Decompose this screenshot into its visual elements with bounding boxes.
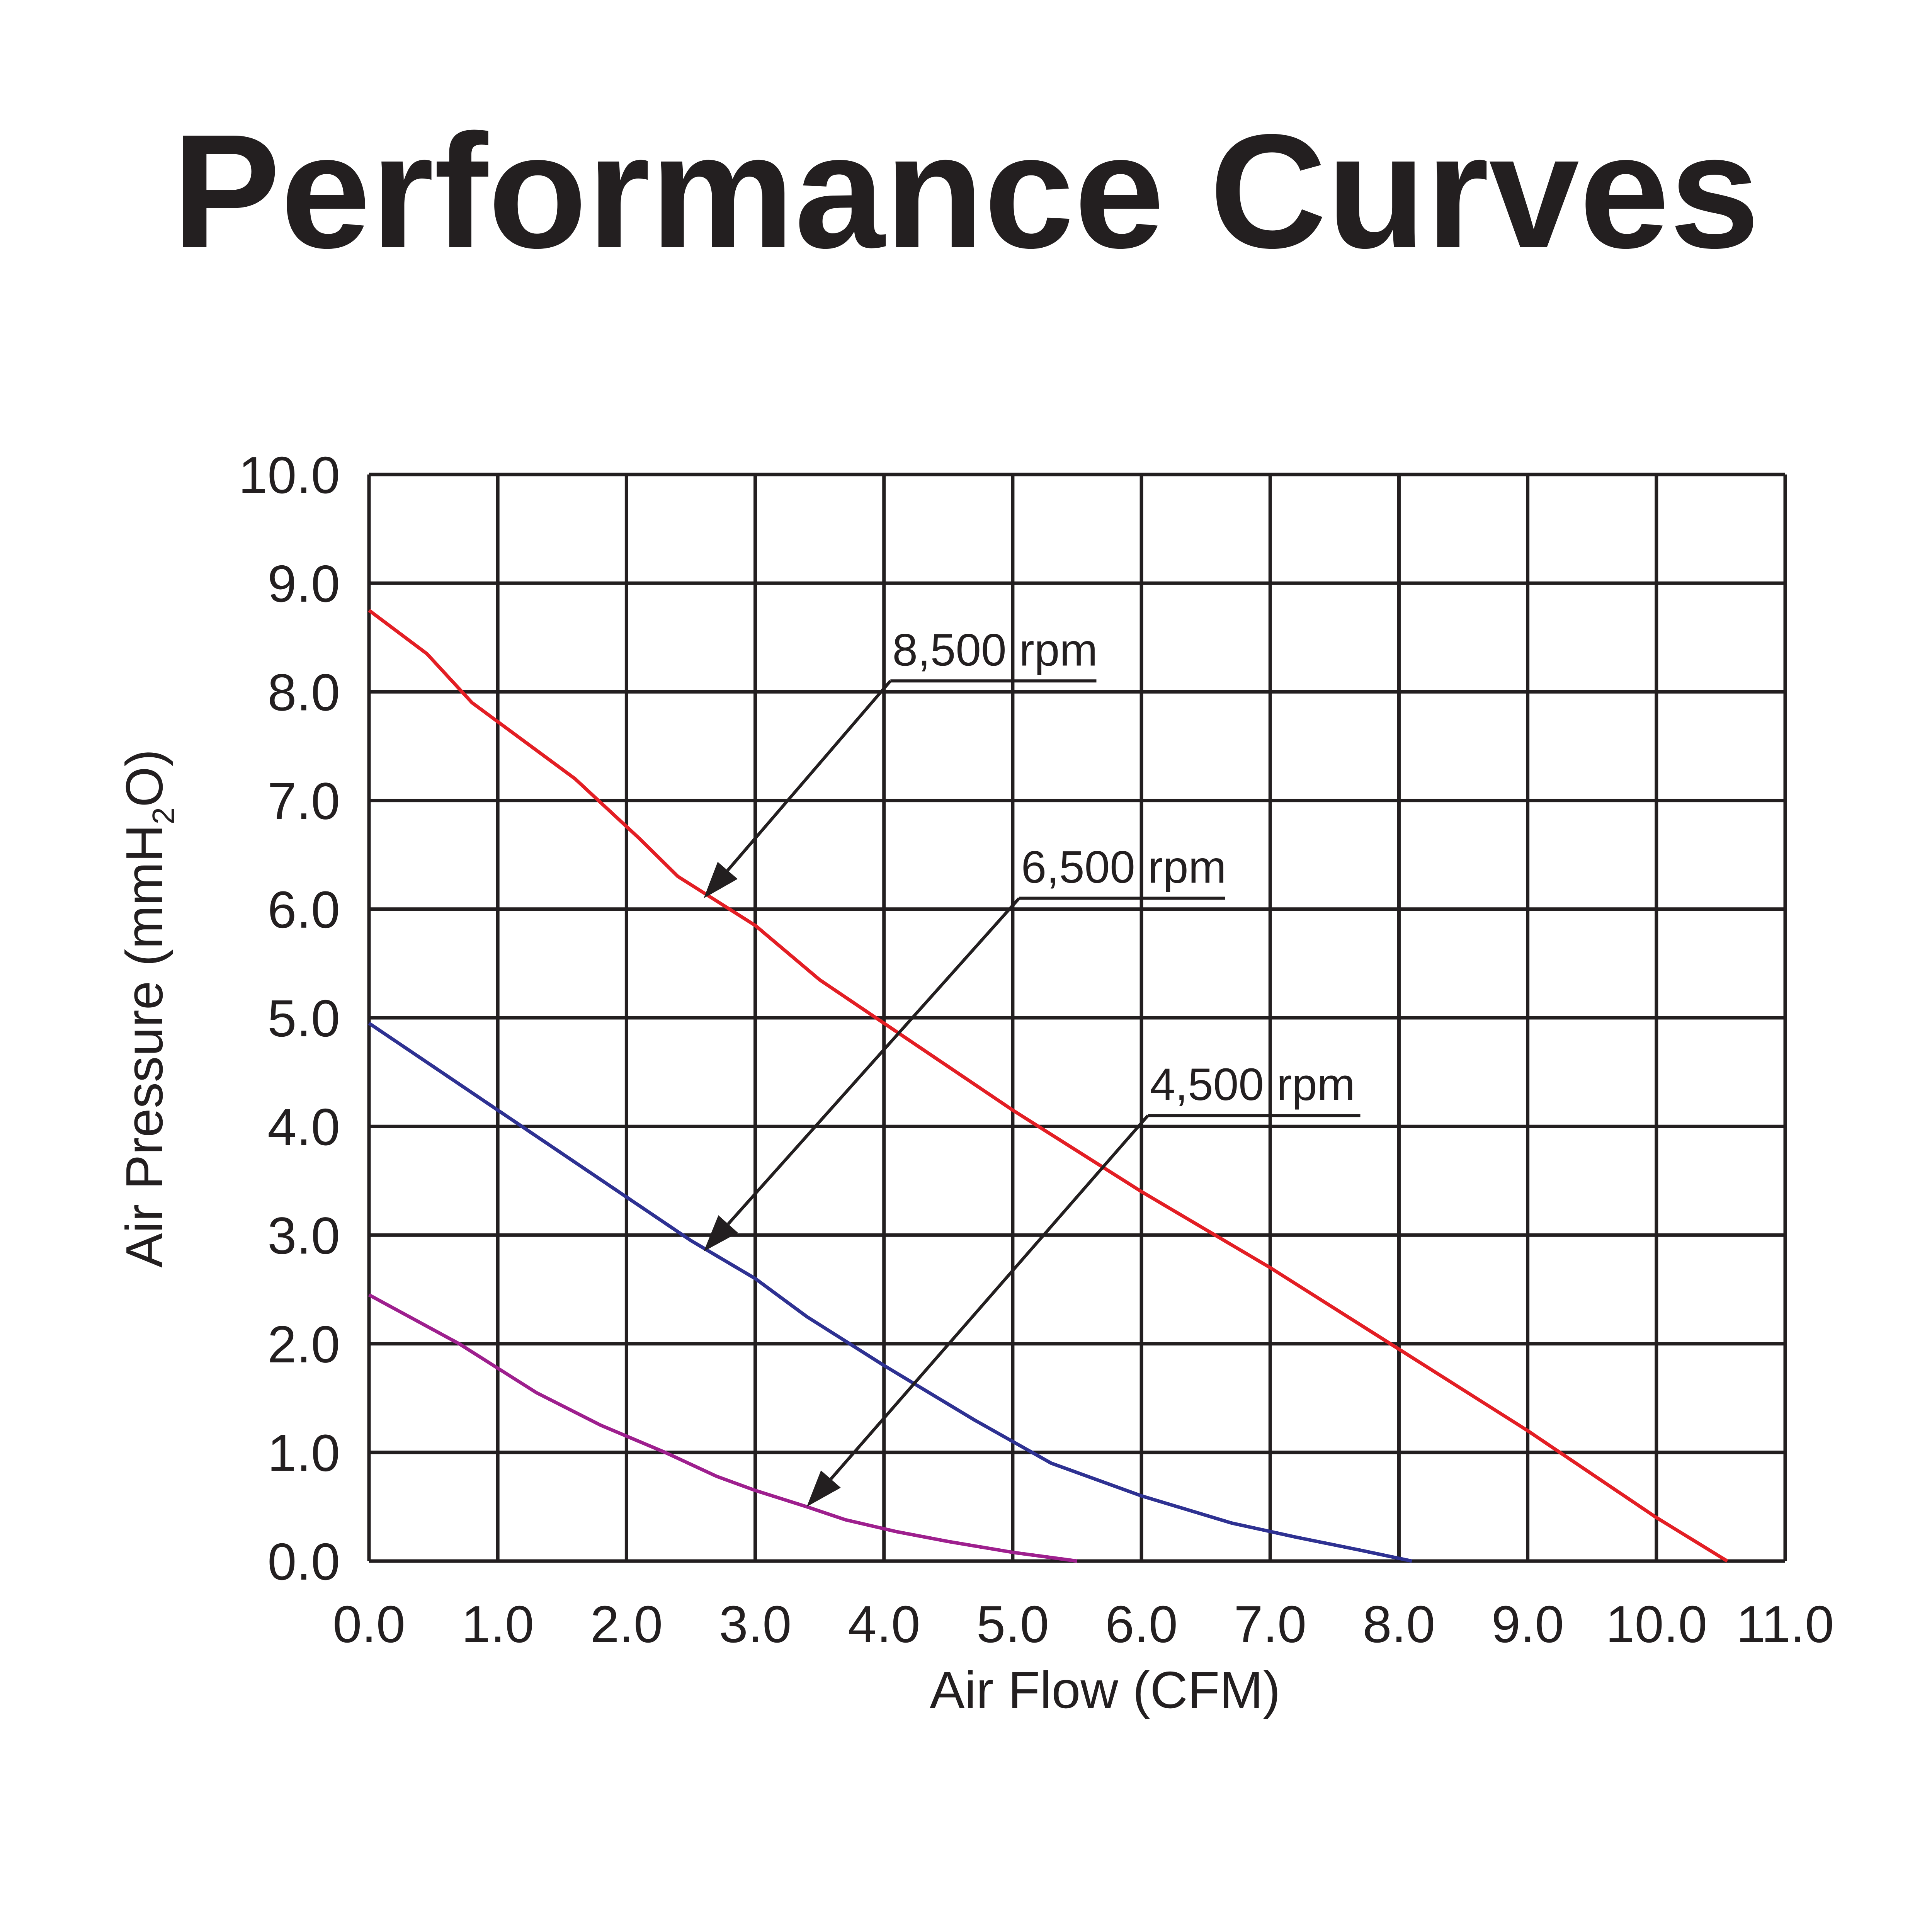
- y-tick-label: 1.0: [267, 1424, 340, 1482]
- series-line: [368, 609, 1728, 1563]
- chart-title: Performance Curves: [172, 101, 1760, 282]
- series-line: [368, 1293, 1078, 1563]
- y-tick-label: 10.0: [238, 446, 340, 504]
- x-axis-label: Air Flow (CFM): [930, 1661, 1280, 1719]
- annotation-leader-line: [726, 680, 892, 872]
- y-tick-label: 9.0: [267, 554, 340, 613]
- y-tick-label: 0.0: [267, 1532, 340, 1591]
- x-tick-label: 1.0: [461, 1595, 534, 1653]
- series-line: [368, 1022, 1412, 1563]
- y-axis-label-prefix: Air Pressure (mmH: [115, 824, 173, 1268]
- annotation-arrowhead: [704, 862, 738, 898]
- y-tick-label: 3.0: [267, 1206, 340, 1265]
- y-tick-label: 4.0: [267, 1098, 340, 1156]
- y-tick-label: 8.0: [267, 663, 340, 721]
- tick-labels: 0.0 1.0 2.0 3.0 4.0 5.0 6.0 7.0 8.0 9.0 10.0 11.0 0.…: [238, 446, 1834, 1653]
- annotation-label: 6,500 rpm: [1021, 842, 1226, 893]
- annotation-leader-line: [830, 1114, 1149, 1480]
- x-tick-label: 5.0: [976, 1595, 1049, 1653]
- annotation-arrowhead: [806, 1470, 841, 1507]
- y-tick-label: 7.0: [267, 772, 340, 830]
- x-tick-label: 9.0: [1492, 1595, 1564, 1653]
- y-axis-label-subscript: 2: [146, 807, 180, 825]
- x-tick-label: 10.0: [1605, 1595, 1707, 1653]
- x-tick-label: 4.0: [848, 1595, 920, 1653]
- y-tick-label: 5.0: [267, 989, 340, 1048]
- x-tick-label: 11.0: [1736, 1595, 1834, 1653]
- annotation-leader-line: [727, 897, 1020, 1225]
- x-tick-label: 0.0: [333, 1595, 405, 1653]
- annotation-label: 8,500 rpm: [892, 624, 1097, 675]
- series-group: [368, 609, 1728, 1563]
- annotations: 8,500 rpm 6,500 rpm 4,500 rpm: [704, 624, 1361, 1507]
- x-tick-label: 2.0: [590, 1595, 663, 1653]
- y-axis-label: Air Pressure (mmH2O): [115, 749, 180, 1268]
- x-tick-label: 6.0: [1105, 1595, 1178, 1653]
- y-tick-label: 2.0: [267, 1315, 340, 1374]
- y-axis-label-suffix: O): [115, 749, 173, 807]
- x-tick-label: 8.0: [1363, 1595, 1435, 1653]
- x-tick-label: 7.0: [1234, 1595, 1306, 1653]
- annotation-label: 4,500 rpm: [1150, 1059, 1355, 1110]
- x-tick-label: 3.0: [719, 1595, 792, 1653]
- y-tick-label: 6.0: [267, 881, 340, 939]
- annotation-arrowhead: [704, 1215, 738, 1252]
